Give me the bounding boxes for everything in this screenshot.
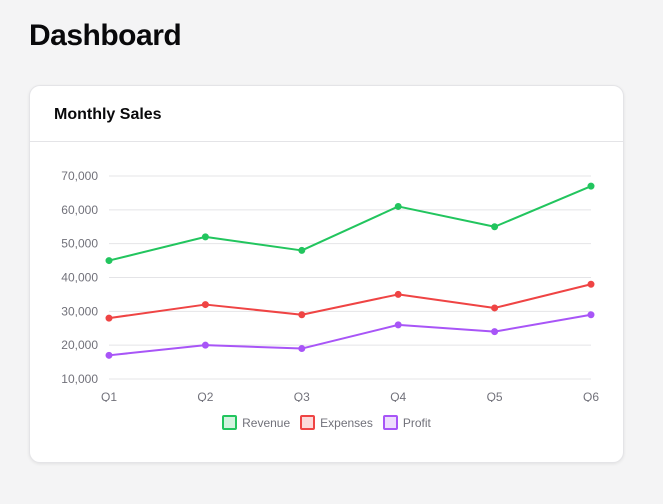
page-title: Dashboard — [29, 19, 182, 52]
series-line-profit — [108, 313, 592, 357]
y-tick-label: 40,000 — [61, 271, 98, 285]
x-tick-label: Q2 — [197, 390, 213, 402]
x-tick-label: Q3 — [294, 390, 310, 402]
sales-chart-card: Monthly Sales 10,000 20,000 30,000 40,000 50… — [29, 85, 624, 463]
data-point-profit[interactable] — [105, 351, 113, 359]
y-tick-label: 50,000 — [61, 237, 98, 251]
legend-label: Revenue — [242, 415, 291, 430]
legend-label: Profit — [402, 415, 431, 430]
legend-item-profit[interactable]: Profit — [382, 415, 431, 430]
data-point-revenue[interactable] — [587, 182, 595, 190]
legend-swatch — [222, 415, 238, 430]
legend-swatch — [300, 415, 316, 430]
x-tick-label: Q6 — [583, 390, 599, 402]
y-tick-label: 30,000 — [61, 304, 98, 318]
y-tick-label: 70,000 — [61, 169, 98, 183]
data-point-expenses[interactable] — [201, 301, 209, 309]
y-tick-label: 20,000 — [61, 338, 98, 352]
y-tick-label: 10,000 — [61, 372, 98, 386]
series-line-expenses — [108, 283, 592, 320]
y-tick-label: 60,000 — [61, 203, 98, 217]
x-tick-label: Q5 — [487, 390, 503, 402]
data-point-expenses[interactable] — [491, 304, 499, 312]
data-point-profit[interactable] — [394, 321, 402, 329]
card-header: Monthly Sales — [30, 86, 623, 142]
legend-swatch — [382, 415, 398, 430]
data-point-revenue[interactable] — [394, 202, 402, 210]
data-point-revenue[interactable] — [298, 246, 306, 254]
x-tick-label: Q1 — [101, 390, 117, 402]
data-point-expenses[interactable] — [298, 311, 306, 319]
data-point-expenses[interactable] — [394, 290, 402, 298]
card-title: Monthly Sales — [54, 105, 162, 123]
data-point-profit[interactable] — [298, 345, 306, 353]
legend-label: Expenses — [320, 415, 373, 430]
chart-area: 10,000 20,000 30,000 40,000 50,000 60,000 70,0… — [30, 142, 623, 462]
data-point-revenue[interactable] — [201, 233, 209, 241]
data-point-profit[interactable] — [201, 341, 209, 349]
data-point-revenue[interactable] — [105, 257, 113, 265]
chart-legend: Revenue Expenses Profit — [30, 415, 623, 430]
data-point-expenses[interactable] — [587, 280, 595, 288]
x-tick-label: Q4 — [390, 390, 406, 402]
legend-item-expenses[interactable]: Expenses — [300, 415, 373, 430]
data-point-profit[interactable] — [587, 311, 595, 319]
series-line-revenue — [108, 185, 592, 262]
data-point-profit[interactable] — [491, 328, 499, 336]
data-point-revenue[interactable] — [491, 223, 499, 231]
line-chart: 10,000 20,000 30,000 40,000 50,000 60,000 70,0… — [61, 169, 599, 404]
data-point-expenses[interactable] — [105, 314, 113, 322]
legend-item-revenue[interactable]: Revenue — [222, 415, 290, 430]
